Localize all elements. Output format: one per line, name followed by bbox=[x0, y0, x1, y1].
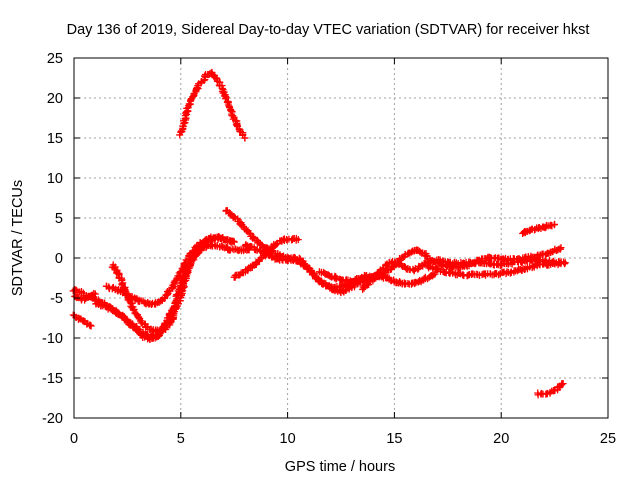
data-point-marker bbox=[421, 251, 429, 259]
data-point-marker bbox=[87, 322, 95, 330]
data-point-marker bbox=[122, 291, 130, 299]
x-tick-label: 0 bbox=[70, 431, 78, 447]
y-tick-label: 15 bbox=[47, 131, 63, 147]
data-point-marker bbox=[528, 256, 536, 264]
data-point-marker bbox=[114, 270, 122, 278]
chart-title: Day 136 of 2019, Sidereal Day-to-day VTE… bbox=[67, 22, 590, 38]
y-tick-label: -15 bbox=[42, 371, 63, 387]
series-arc-h bbox=[230, 234, 302, 281]
data-point-marker bbox=[80, 317, 88, 325]
y-tick-label: 20 bbox=[47, 91, 63, 107]
data-point-marker bbox=[201, 72, 209, 80]
data-point-marker bbox=[222, 94, 230, 102]
grid bbox=[74, 58, 608, 418]
data-point-marker bbox=[91, 290, 99, 298]
data-point-marker bbox=[531, 225, 539, 233]
y-tick-label: 10 bbox=[47, 171, 63, 187]
data-point-marker bbox=[182, 273, 190, 281]
x-tick-label: 20 bbox=[493, 431, 509, 447]
data-point-marker bbox=[162, 320, 170, 328]
data-point-marker bbox=[332, 286, 340, 294]
data-point-marker bbox=[430, 271, 438, 279]
y-tick-label: -5 bbox=[50, 291, 63, 307]
series-arc-e bbox=[69, 311, 95, 330]
y-tick-label: 0 bbox=[55, 251, 63, 267]
axis-ticks: 0 5 10 15 20 25 -20 -15 -10 -5 0 5 10 15 20 25 bbox=[42, 51, 616, 447]
data-point-marker bbox=[227, 107, 235, 115]
data-point-marker bbox=[559, 380, 567, 388]
data-point-marker bbox=[230, 238, 238, 246]
data-point-marker bbox=[148, 327, 156, 335]
data-point-marker bbox=[118, 280, 126, 288]
y-tick-label: 25 bbox=[47, 51, 63, 67]
y-tick-label: -10 bbox=[42, 331, 63, 347]
x-tick-label: 25 bbox=[600, 431, 616, 447]
data-point-marker bbox=[294, 236, 302, 244]
data-point-marker bbox=[557, 244, 565, 252]
data-point-marker bbox=[247, 263, 255, 271]
series-arc-b bbox=[102, 233, 238, 308]
data-point-marker bbox=[551, 220, 559, 228]
y-tick-label: 5 bbox=[55, 211, 63, 227]
data-point-marker bbox=[90, 289, 98, 297]
data-point-marker bbox=[168, 306, 176, 314]
y-tick-label: -20 bbox=[42, 411, 63, 427]
data-point-marker bbox=[561, 260, 569, 268]
series-arc-d bbox=[92, 299, 176, 341]
series-arc-m bbox=[433, 256, 569, 269]
data-point-marker bbox=[185, 264, 193, 272]
data-point-marker bbox=[241, 134, 249, 142]
series-arc-n bbox=[519, 220, 559, 237]
y-axis-title: SDTVAR / TECUs bbox=[10, 180, 26, 296]
data-point-marker bbox=[272, 241, 280, 249]
data-point-marker bbox=[411, 280, 419, 288]
x-tick-label: 10 bbox=[280, 431, 296, 447]
series-arc-o bbox=[534, 380, 567, 399]
data-point-marker bbox=[381, 261, 389, 269]
data-points bbox=[69, 68, 569, 399]
data-point-marker bbox=[561, 259, 569, 267]
data-point-marker bbox=[193, 251, 201, 259]
series-arc-high bbox=[176, 68, 249, 142]
x-tick-label: 15 bbox=[386, 431, 402, 447]
x-axis-title: GPS time / hours bbox=[285, 459, 395, 475]
data-point-marker bbox=[167, 309, 175, 317]
data-point-marker bbox=[333, 274, 341, 282]
plot-frame bbox=[73, 57, 609, 419]
x-tick-label: 5 bbox=[177, 431, 185, 447]
data-point-marker bbox=[471, 260, 479, 268]
